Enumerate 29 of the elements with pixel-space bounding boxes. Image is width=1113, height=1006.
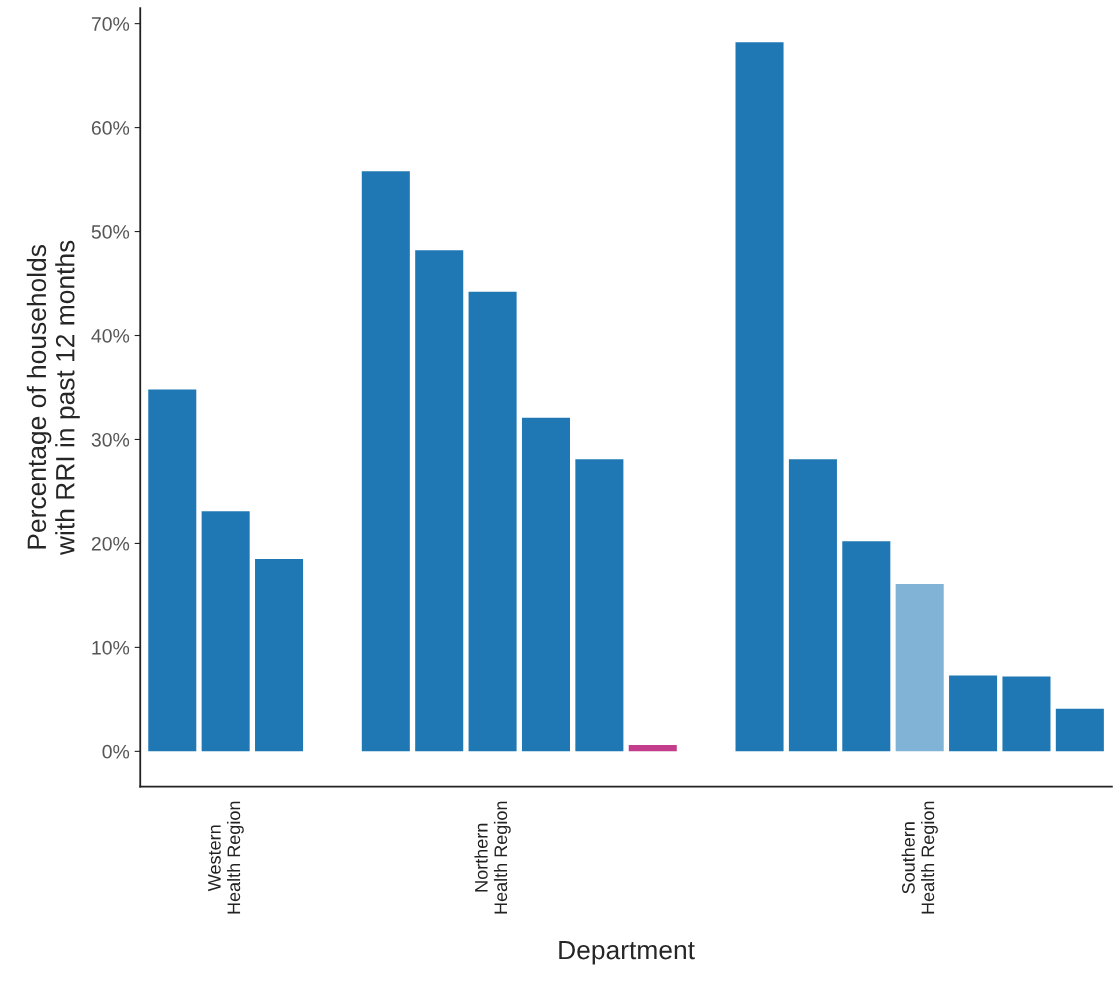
bar (361, 171, 410, 752)
bar (842, 541, 891, 752)
bar (788, 459, 837, 752)
bar (1002, 676, 1051, 752)
y-tick-label: 50% (91, 225, 130, 239)
bar (735, 42, 784, 752)
bar (201, 511, 250, 752)
y-tick-label: 0% (102, 744, 130, 759)
bar (415, 250, 464, 752)
bar (148, 389, 197, 752)
x-tick-label: Southern Health Region (901, 801, 938, 914)
y-tick-label: 70% (91, 17, 130, 31)
bar (575, 459, 624, 752)
bar (468, 291, 517, 752)
y-tick-label: 20% (91, 536, 130, 551)
y-axis-title: Percentage of households with RRI in past 12 months (26, 240, 80, 556)
y-tick-label: 30% (91, 432, 130, 447)
bar (521, 417, 571, 752)
y-tick-label: 10% (92, 640, 130, 655)
bar (1055, 708, 1104, 752)
bar (628, 745, 677, 752)
bar (895, 583, 944, 752)
y-tick-label: 60% (91, 121, 130, 135)
y-tick-label: 40% (91, 328, 130, 343)
bar (949, 675, 998, 752)
x-tick-label: Northern Health Region (474, 801, 511, 914)
bar (255, 559, 304, 752)
x-tick-label: Western Health Region (208, 801, 244, 914)
x-axis-title: Department (559, 940, 695, 965)
